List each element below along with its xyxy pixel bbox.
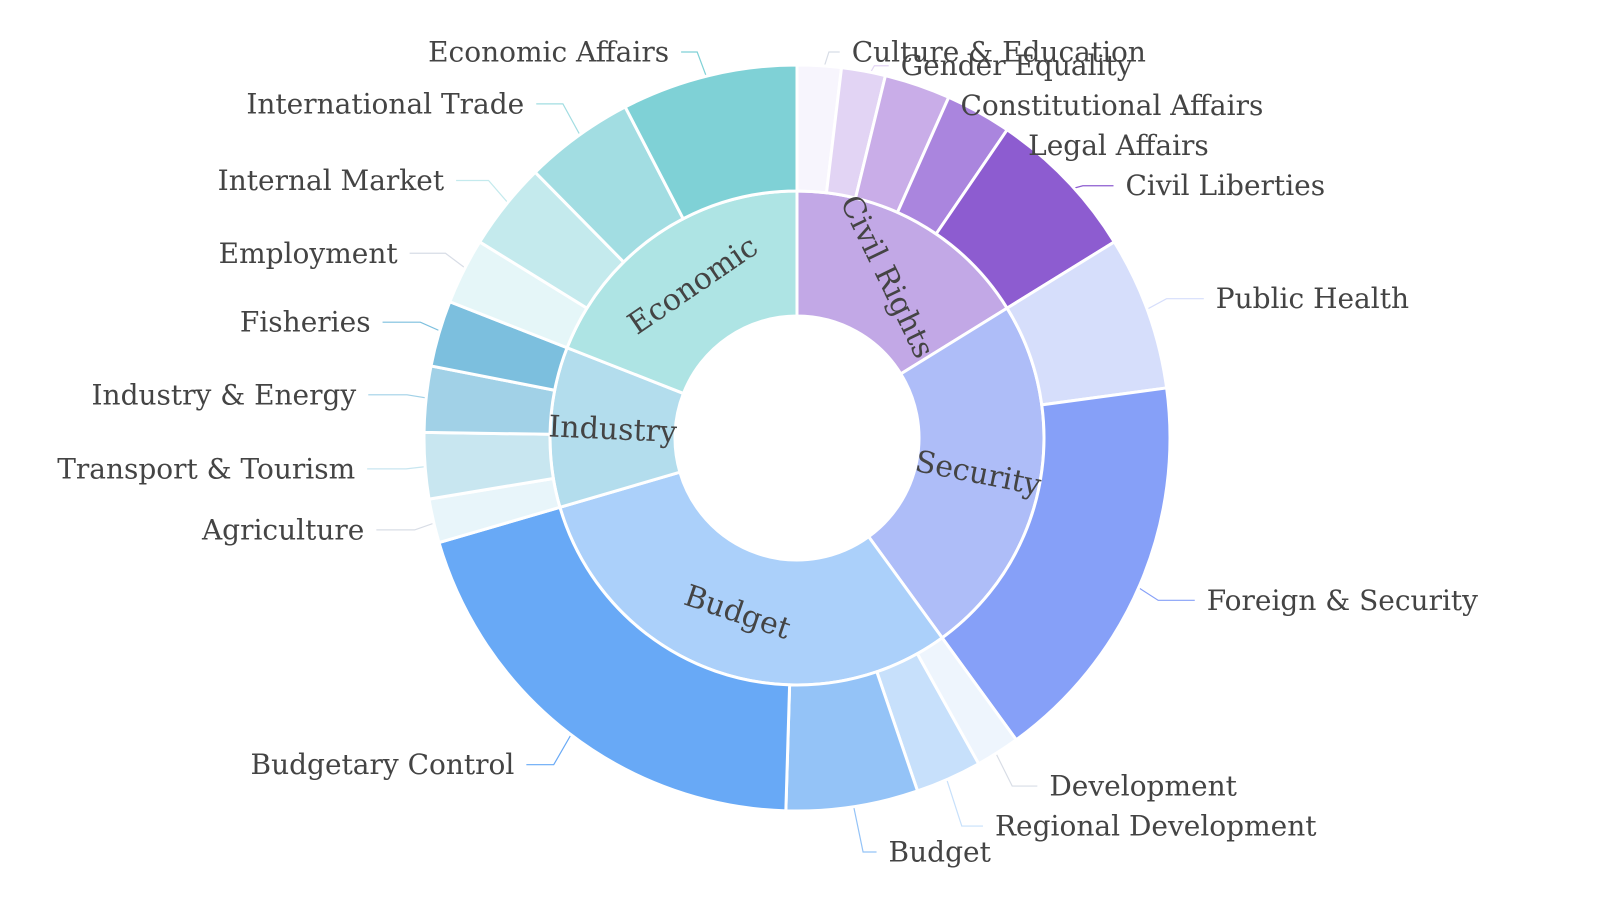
outer-label-culture-and-education: Culture & Education xyxy=(852,36,1146,69)
leader-line-budget xyxy=(849,786,877,853)
outer-label-international-trade: International Trade xyxy=(246,87,524,120)
category-label-industry: Industry xyxy=(548,409,678,450)
outer-label-budget: Budget xyxy=(889,836,992,869)
outer-label-budgetary-control: Budgetary Control xyxy=(251,748,515,781)
outer-label-industry-and-energy: Industry & Energy xyxy=(91,378,356,411)
segment-budgetary-control[interactable] xyxy=(437,505,792,813)
segment-economic-affairs[interactable] xyxy=(623,63,799,221)
outer-label-constitutional-affairs: Constitutional Affairs xyxy=(960,89,1263,122)
outer-label-development: Development xyxy=(1049,770,1237,803)
outer-label-foreign-and-security: Foreign & Security xyxy=(1207,584,1478,617)
outer-label-agriculture: Agriculture xyxy=(201,513,364,546)
outer-label-civil-liberties: Civil Liberties xyxy=(1126,169,1326,202)
outer-label-internal-market: Internal Market xyxy=(218,164,445,197)
outer-label-regional-development: Regional Development xyxy=(995,810,1317,843)
outer-label-legal-affairs: Legal Affairs xyxy=(1028,129,1209,162)
outer-label-employment: Employment xyxy=(219,237,399,270)
outer-label-economic-affairs: Economic Affairs xyxy=(428,36,669,69)
outer-label-gender-equality: Gender Equality xyxy=(901,49,1133,82)
outer-ring xyxy=(422,63,1172,813)
outer-label-public-health: Public Health xyxy=(1216,282,1409,315)
outer-label-fisheries: Fisheries xyxy=(240,306,371,339)
outer-label-transport-and-tourism: Transport & Tourism xyxy=(57,452,355,485)
leader-line-regional-development xyxy=(940,760,983,827)
